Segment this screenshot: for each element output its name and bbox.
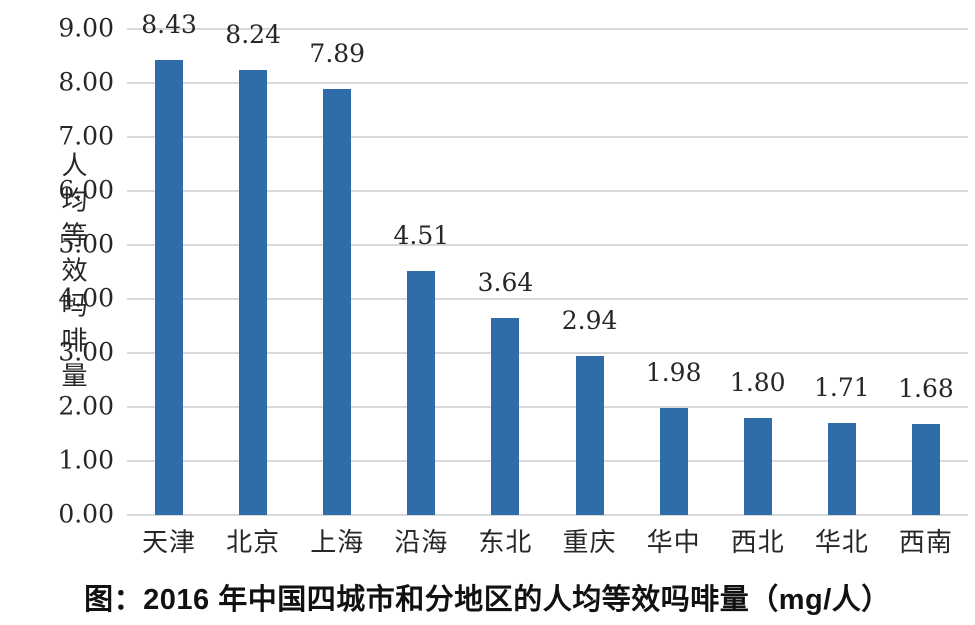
x-tick-label: 西南 bbox=[898, 528, 953, 558]
gridline bbox=[127, 28, 968, 30]
x-tick-label: 东北 bbox=[478, 528, 533, 558]
gridline bbox=[127, 406, 968, 408]
y-axis-title: 人均等效吗啡量 bbox=[57, 151, 87, 397]
value-label: 2.94 bbox=[561, 306, 618, 336]
y-tick-label: 8.00 bbox=[58, 67, 114, 97]
bar bbox=[911, 424, 940, 515]
value-label: 1.98 bbox=[645, 358, 702, 388]
y-tick-label: 6.00 bbox=[58, 175, 114, 205]
value-label: 1.71 bbox=[814, 372, 870, 402]
gridline bbox=[127, 514, 968, 516]
bar bbox=[575, 356, 604, 515]
chart-caption: 图：2016 年中国四城市和分地区的人均等效吗啡量（mg/人） bbox=[84, 584, 891, 616]
gridline bbox=[127, 460, 968, 462]
gridline bbox=[127, 244, 968, 246]
x-tick-label: 天津 bbox=[142, 528, 197, 558]
bar bbox=[155, 59, 184, 515]
y-tick-label: 2.00 bbox=[58, 391, 114, 421]
value-label: 4.51 bbox=[393, 221, 450, 251]
bar bbox=[323, 88, 352, 515]
x-tick-label: 上海 bbox=[310, 528, 365, 558]
gridline bbox=[127, 352, 968, 354]
bar bbox=[239, 70, 268, 515]
y-tick-label: 7.00 bbox=[58, 121, 114, 151]
value-label: 1.80 bbox=[729, 367, 786, 397]
y-tick-label: 0.00 bbox=[58, 499, 114, 529]
value-label: 1.68 bbox=[898, 374, 954, 404]
value-label: 8.24 bbox=[225, 20, 281, 50]
x-tick-label: 重庆 bbox=[562, 528, 617, 558]
y-tick-label: 3.00 bbox=[58, 337, 114, 367]
x-tick-label: 西北 bbox=[730, 528, 785, 558]
x-tick-label: 沿海 bbox=[394, 528, 449, 558]
y-tick-label: 9.00 bbox=[58, 13, 114, 43]
y-tick-label: 1.00 bbox=[58, 445, 114, 475]
gridline bbox=[127, 82, 968, 84]
bar bbox=[491, 318, 520, 515]
value-label: 3.64 bbox=[477, 268, 534, 298]
bar bbox=[827, 422, 856, 515]
value-label: 8.43 bbox=[141, 9, 197, 39]
bar bbox=[743, 417, 772, 515]
bar bbox=[659, 408, 688, 515]
x-tick-label: 华中 bbox=[646, 528, 701, 558]
gridline bbox=[127, 298, 968, 300]
gridline bbox=[127, 190, 968, 192]
y-tick-label: 5.00 bbox=[58, 229, 114, 259]
value-label: 7.89 bbox=[309, 38, 366, 68]
y-tick-label: 4.00 bbox=[58, 283, 114, 313]
x-tick-label: 北京 bbox=[226, 528, 281, 558]
x-tick-label: 华北 bbox=[814, 528, 869, 558]
gridline bbox=[127, 136, 968, 138]
bar bbox=[407, 271, 436, 515]
